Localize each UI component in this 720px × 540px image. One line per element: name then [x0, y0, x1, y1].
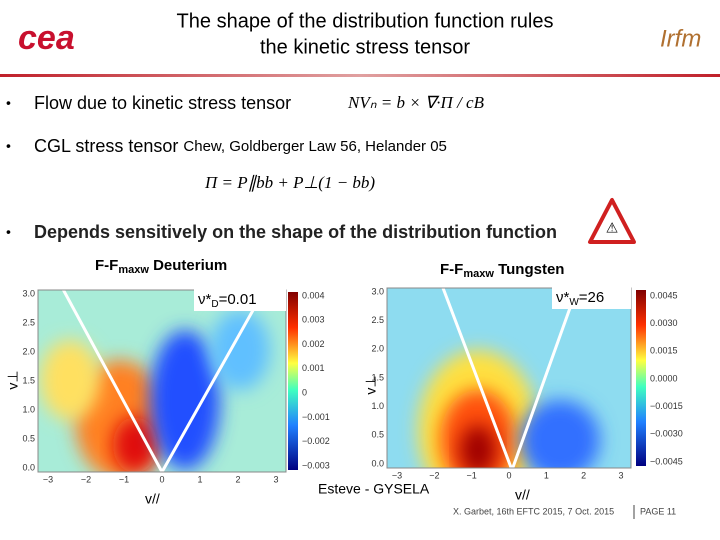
colorbar: [636, 290, 646, 466]
label-box: [552, 287, 631, 309]
x-tick-label: −1: [119, 474, 129, 484]
panel-label-sub: maxw: [463, 268, 494, 280]
y-tick-label: 1.0: [371, 401, 384, 411]
bullet-text: CGL stress tensor: [34, 136, 178, 156]
x-tick-label: 1: [544, 470, 549, 480]
x-tick-label: −2: [429, 470, 439, 480]
colorbar-tick-label: 0.0045: [650, 290, 678, 300]
nu-rest: =0.01: [219, 291, 257, 308]
bullet-dot: •: [6, 138, 11, 154]
x-tick-label: 3: [273, 474, 278, 484]
colorbar-tick-label: −0.002: [302, 436, 330, 446]
plot-frame: [37, 289, 287, 473]
y-tick-label: 3.0: [22, 288, 35, 298]
panel-label-rest: Tungsten: [494, 261, 565, 278]
y-tick-label: 1.0: [22, 404, 35, 414]
bullet: Flow due to kinetic stress tensor: [34, 93, 291, 113]
y-tick-label: 0.0: [22, 462, 35, 472]
credit: Esteve - GYSELA: [318, 481, 430, 497]
y-tick-label: 0.0: [371, 458, 384, 468]
panel-label-main: F-F: [440, 261, 463, 278]
nu: ν*: [556, 289, 570, 306]
panel-label-rest: Deuterium: [149, 257, 227, 274]
nu-label: ν*D=0.01: [198, 291, 257, 310]
bullet-dot: •: [6, 95, 11, 111]
x-tick-label: 2: [235, 474, 240, 484]
header-rule: [0, 74, 720, 77]
label-box: [194, 289, 286, 311]
y-axis-label: v⊥: [5, 370, 21, 389]
x-tick-label: 0: [159, 474, 164, 484]
y-tick-label: 1.5: [371, 372, 384, 382]
bullet-note: Chew, Goldberger Law 56, Helander 05: [183, 138, 447, 155]
nu: ν*: [198, 291, 212, 308]
colorbar-tick-label: −0.0045: [650, 456, 683, 466]
colorbar-tick-label: 0.004: [302, 290, 325, 300]
y-tick-label: 0.5: [22, 433, 35, 443]
x-tick-label: −2: [81, 474, 91, 484]
y-axis-label: v⊥: [363, 375, 379, 394]
warning-icon: [588, 198, 636, 244]
heatmap: [38, 290, 286, 472]
y-tick-label: 3.0: [371, 286, 384, 296]
nu-label: ν*W=26: [556, 289, 604, 308]
y-tick-label: 0.5: [371, 430, 384, 440]
colorbar-tick-label: 0.002: [302, 339, 325, 349]
logo-cea: cea: [18, 19, 75, 57]
y-tick-label: 2.5: [22, 317, 35, 327]
bullet-dot: •: [6, 224, 11, 240]
panel-label: F-Fmaxw Deuterium: [95, 257, 227, 276]
colorbar-tick-label: −0.001: [302, 412, 330, 422]
x-tick-label: 1: [197, 474, 202, 484]
nu-rest: =26: [579, 289, 604, 306]
x-tick-label: 2: [581, 470, 586, 480]
x-tick-label: 3: [618, 470, 623, 480]
y-tick-label: 2.0: [22, 346, 35, 356]
panel-label-main: F-F: [95, 257, 118, 274]
formula: Π = P∥bb + P⊥(1 − bb): [204, 173, 375, 192]
title: The shape of the distribution function r…: [177, 10, 554, 32]
y-tick-label: 2.0: [371, 344, 384, 354]
panel-label: F-Fmaxw Tungsten: [440, 261, 564, 280]
bullet: Depends sensitively on the shape of the …: [34, 222, 557, 242]
logo-irfm: Irfm: [660, 25, 701, 52]
x-axis-label: v//: [145, 491, 160, 507]
colorbar-tick-label: 0.0015: [650, 346, 678, 356]
nu-sub: W: [569, 297, 579, 308]
footer-page: PAGE 11: [640, 506, 676, 516]
bullet: CGL stress tensor Chew, Goldberger Law 5…: [34, 136, 447, 156]
y-tick-label: 2.5: [371, 315, 384, 325]
panel-label-sub: maxw: [118, 264, 149, 276]
x-tick-label: −1: [467, 470, 477, 480]
x-tick-label: −3: [43, 474, 53, 484]
nu-sub: D: [211, 299, 218, 310]
colorbar-tick-label: 0.0030: [650, 318, 678, 328]
formula: NVₙ = b × ∇·Π / cB: [347, 93, 485, 112]
colorbar-tick-label: −0.003: [302, 460, 330, 470]
colorbar-tick-label: −0.0030: [650, 429, 683, 439]
colorbar-tick-label: 0.001: [302, 363, 325, 373]
heatmap: [387, 288, 631, 468]
colorbar-tick-label: 0.003: [302, 315, 325, 325]
y-tick-label: 1.5: [22, 375, 35, 385]
warning-glyph: ⚠: [606, 220, 619, 236]
x-tick-label: −3: [392, 470, 402, 480]
colorbar-tick-label: 0: [302, 388, 307, 398]
x-tick-label: 0: [506, 470, 511, 480]
colorbar-tick-label: −0.0015: [650, 401, 683, 411]
colorbar-tick-label: 0.0000: [650, 373, 678, 383]
x-axis-label: v//: [515, 487, 530, 503]
plot-frame: [386, 287, 632, 469]
colorbar: [288, 292, 298, 470]
footer-citation: X. Garbet, 16th EFTC 2015, 7 Oct. 2015: [453, 506, 614, 516]
title: the kinetic stress tensor: [260, 36, 470, 58]
